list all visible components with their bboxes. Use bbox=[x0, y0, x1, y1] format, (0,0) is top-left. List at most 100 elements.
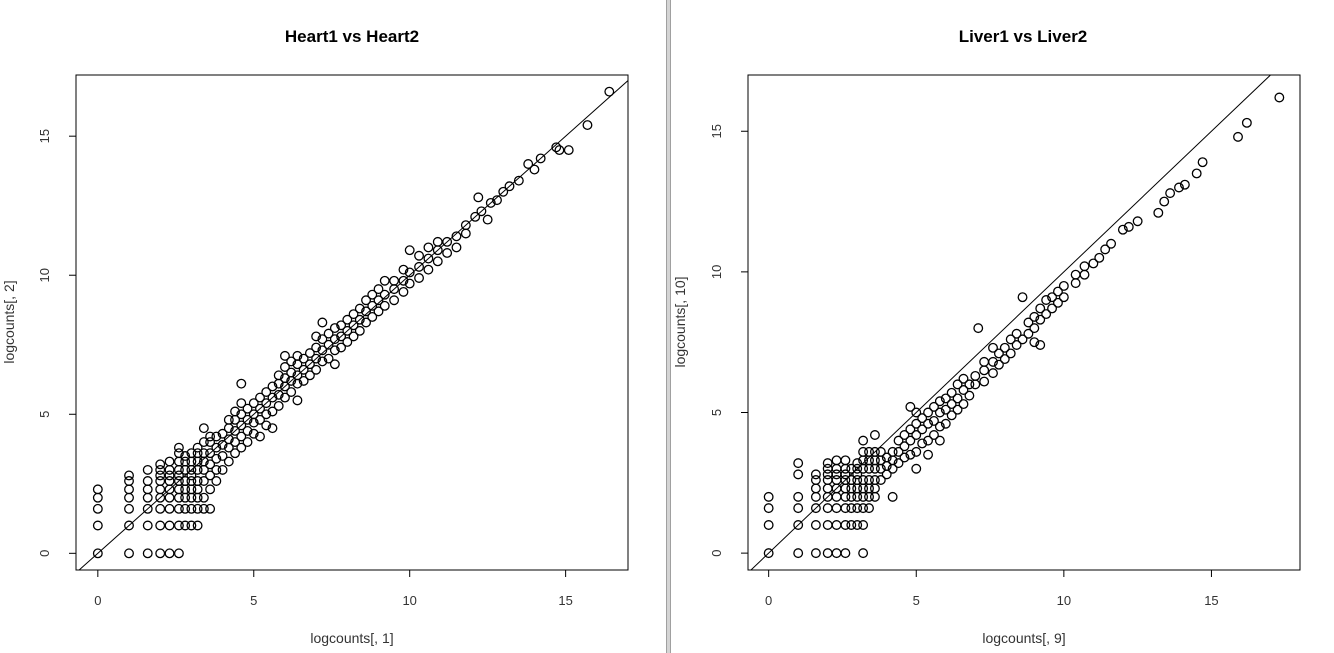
y-tick-label: 10 bbox=[37, 268, 52, 282]
data-point bbox=[223, 414, 234, 425]
data-point bbox=[852, 475, 863, 485]
data-point bbox=[92, 503, 103, 514]
data-point bbox=[905, 424, 916, 435]
data-point bbox=[311, 353, 322, 364]
data-point bbox=[173, 503, 184, 514]
data-point bbox=[1011, 328, 1022, 339]
data-point bbox=[311, 364, 322, 375]
data-point bbox=[473, 192, 484, 203]
data-point bbox=[236, 442, 247, 453]
data-point bbox=[840, 475, 851, 485]
data-point bbox=[317, 317, 328, 328]
data-point bbox=[840, 548, 851, 559]
data-point bbox=[329, 359, 340, 370]
data-point bbox=[899, 441, 910, 452]
data-point bbox=[858, 520, 869, 530]
data-point bbox=[304, 359, 315, 370]
data-point bbox=[1029, 311, 1040, 322]
data-point bbox=[236, 431, 247, 442]
data-point bbox=[92, 520, 103, 531]
data-point bbox=[840, 503, 851, 514]
data-point bbox=[192, 503, 203, 514]
data-point bbox=[217, 428, 228, 439]
data-point bbox=[940, 418, 951, 429]
data-point bbox=[1094, 252, 1105, 263]
data-point bbox=[1241, 117, 1252, 128]
data-point bbox=[1179, 179, 1190, 190]
data-point bbox=[911, 418, 922, 429]
data-point bbox=[893, 458, 904, 469]
data-point bbox=[875, 475, 886, 485]
data-point bbox=[460, 228, 471, 239]
data-point bbox=[1197, 157, 1208, 168]
data-point bbox=[1052, 297, 1063, 308]
data-point bbox=[379, 275, 390, 286]
data-point bbox=[389, 275, 400, 286]
data-point bbox=[563, 145, 574, 156]
data-point bbox=[173, 520, 184, 531]
data-point bbox=[164, 464, 175, 475]
reference-line-y-equals-x bbox=[78, 79, 628, 570]
data-point bbox=[198, 503, 209, 514]
data-point bbox=[423, 264, 434, 275]
data-point bbox=[442, 236, 453, 247]
data-point bbox=[869, 475, 880, 485]
data-point bbox=[198, 476, 209, 486]
y-tick-label: 5 bbox=[37, 411, 52, 418]
data-point bbox=[236, 378, 247, 389]
data-point bbox=[831, 455, 842, 466]
data-point bbox=[267, 423, 278, 434]
data-point bbox=[1052, 286, 1063, 297]
data-point bbox=[858, 475, 869, 485]
data-point bbox=[155, 470, 166, 481]
window-divider[interactable] bbox=[666, 0, 671, 653]
data-point bbox=[155, 520, 166, 531]
reference-line-y-equals-x bbox=[750, 75, 1272, 570]
data-point bbox=[498, 186, 509, 197]
data-point bbox=[180, 476, 191, 486]
data-point bbox=[846, 503, 857, 514]
data-point bbox=[192, 442, 203, 453]
data-point bbox=[810, 548, 821, 559]
data-point bbox=[929, 401, 939, 412]
data-point bbox=[155, 484, 166, 495]
data-point bbox=[124, 548, 134, 559]
data-point bbox=[1041, 295, 1052, 305]
plot-title: Heart1 vs Heart2 bbox=[285, 27, 419, 46]
data-point bbox=[304, 348, 315, 359]
data-point bbox=[273, 400, 284, 411]
data-point bbox=[869, 483, 880, 494]
data-point bbox=[1041, 309, 1052, 320]
data-point bbox=[1035, 314, 1046, 325]
data-point bbox=[198, 448, 209, 459]
data-point bbox=[1106, 238, 1117, 249]
data-point bbox=[831, 491, 842, 502]
data-point bbox=[952, 393, 963, 404]
data-point bbox=[810, 491, 821, 502]
data-point bbox=[261, 398, 272, 409]
data-point bbox=[173, 448, 184, 459]
x-tick-label: 5 bbox=[250, 593, 257, 608]
data-point bbox=[1058, 292, 1069, 303]
x-tick-label: 0 bbox=[94, 593, 101, 608]
data-point bbox=[223, 434, 234, 445]
y-axis-label: logcounts[, 10] bbox=[672, 276, 688, 367]
data-point bbox=[311, 331, 322, 342]
data-point bbox=[142, 484, 153, 495]
data-point bbox=[999, 342, 1010, 353]
data-point bbox=[211, 431, 222, 442]
data-point bbox=[336, 331, 347, 342]
data-point bbox=[1174, 182, 1184, 193]
data-point bbox=[1079, 261, 1090, 272]
data-point bbox=[1047, 303, 1057, 314]
data-point bbox=[311, 342, 322, 353]
data-point bbox=[858, 446, 869, 457]
data-point bbox=[414, 250, 425, 261]
data-point bbox=[822, 503, 833, 514]
x-tick-label: 0 bbox=[765, 593, 772, 608]
heart-scatter-plot: Heart1 vs Heart2 logcounts[, 1] logcount… bbox=[1, 27, 629, 646]
data-point bbox=[124, 476, 134, 486]
data-point bbox=[793, 548, 804, 559]
data-point bbox=[1047, 292, 1057, 303]
data-point bbox=[442, 248, 453, 258]
